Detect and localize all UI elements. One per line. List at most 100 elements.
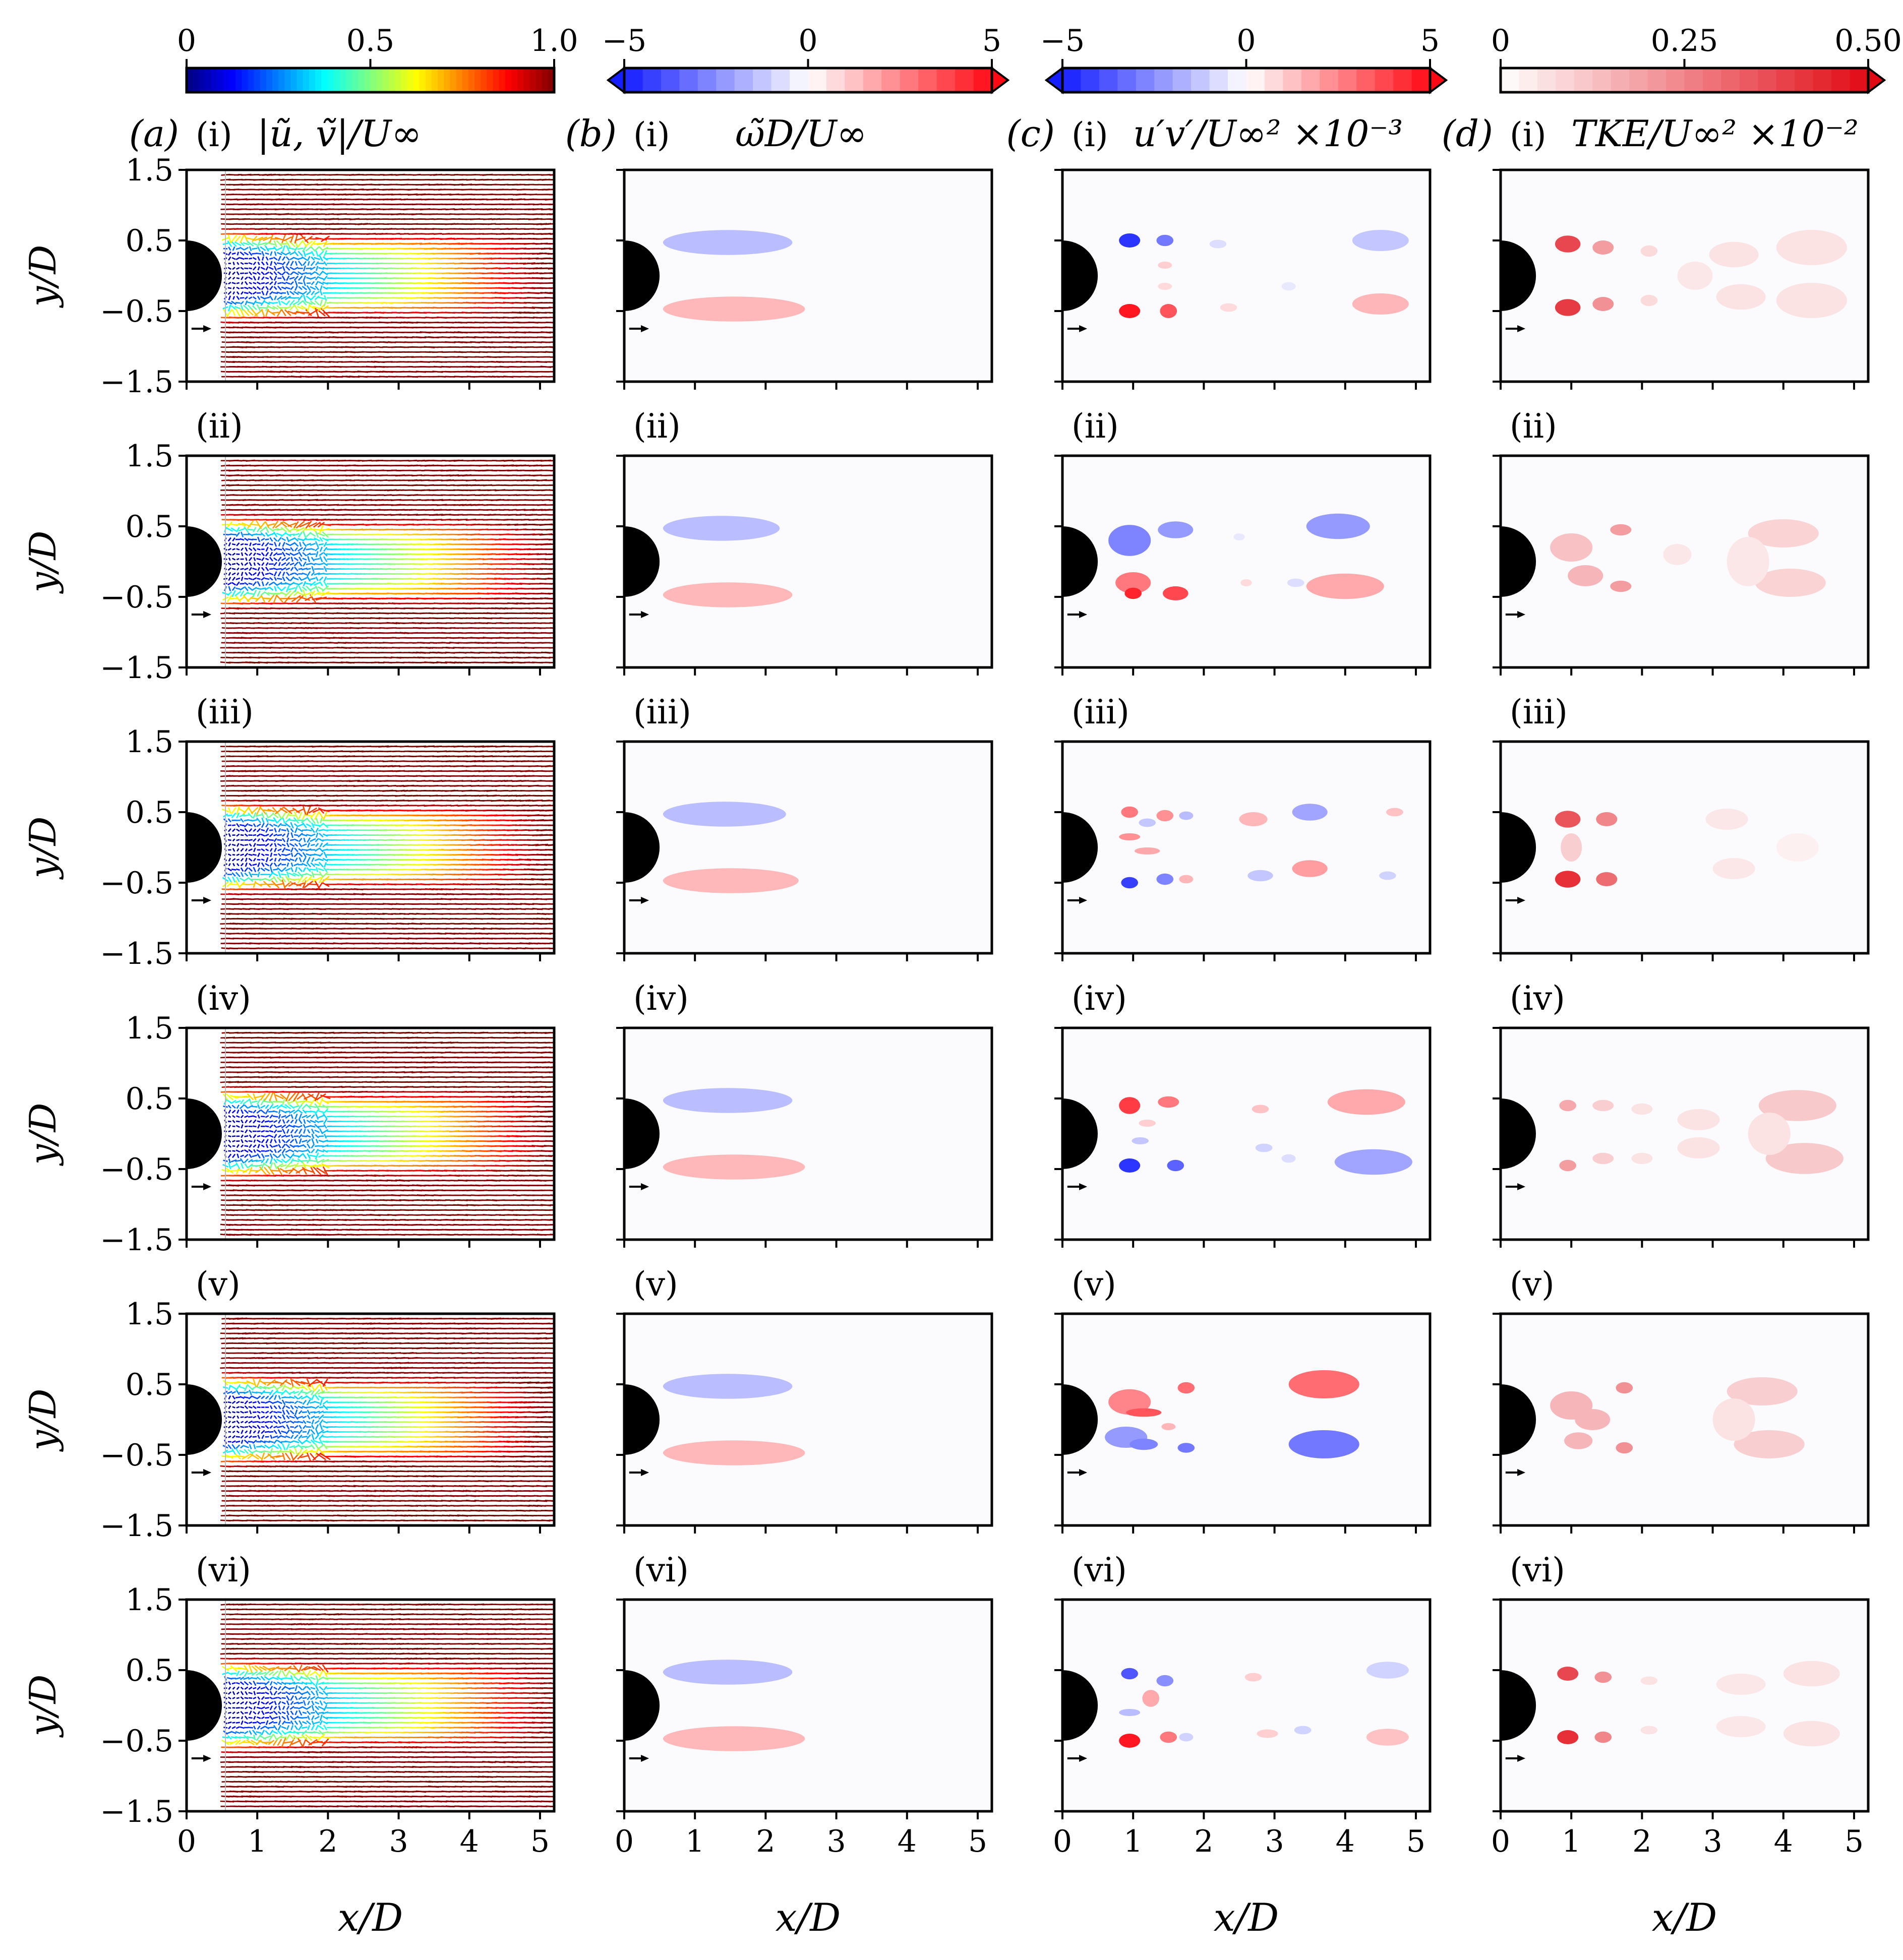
colorbar-tick-label: 0.50 — [1834, 23, 1902, 58]
colorbar-segment — [370, 68, 377, 92]
velocity-vector — [308, 522, 318, 527]
velocity-vector — [235, 587, 241, 590]
velocity-vector — [302, 552, 307, 557]
velocity-vector — [273, 557, 278, 561]
velocity-vector — [261, 271, 265, 275]
velocity-vector — [278, 562, 281, 566]
velocity-vector — [302, 558, 307, 561]
velocity-vector — [249, 542, 252, 546]
velocity-vector — [282, 572, 285, 576]
velocity-vector — [231, 582, 236, 586]
velocity-vector — [244, 247, 249, 251]
velocity-vector — [252, 587, 257, 591]
velocity-vector — [236, 295, 240, 300]
colorbar-segment — [1758, 68, 1777, 92]
velocity-vector — [290, 286, 294, 290]
velocity-vector — [252, 242, 258, 246]
velocity-vector — [309, 526, 317, 533]
velocity-vector — [310, 577, 316, 580]
velocity-vector — [265, 262, 269, 266]
colorbar-segment — [1375, 68, 1394, 92]
velocity-vector — [245, 300, 248, 305]
velocity-vector — [236, 548, 240, 550]
velocity-vector — [306, 252, 312, 256]
velocity-vector — [290, 557, 293, 562]
velocity-vector — [235, 257, 241, 260]
velocity-vector — [297, 291, 304, 295]
velocity-vector — [315, 271, 319, 275]
velocity-vector — [298, 576, 303, 581]
velocity-vector — [549, 194, 554, 196]
velocity-vector — [234, 591, 242, 596]
colorbar-segment — [753, 68, 772, 92]
colorbar-segment — [235, 68, 243, 92]
colorbar-segment — [790, 68, 809, 92]
velocity-vector — [282, 541, 285, 547]
colorbar-tick-label: 5 — [982, 23, 1001, 58]
column-headers: (a) (b) (c) (d) (i) |ũ, ṽ|/U∞ (i) ω̃D/U∞ (i) u′v′… — [129, 112, 1859, 155]
velocity-vector — [310, 295, 316, 301]
velocity-vector — [323, 562, 328, 566]
colorbar-segment — [542, 68, 549, 92]
velocity-vector — [248, 586, 253, 591]
velocity-vector — [273, 581, 278, 586]
velocity-vector — [240, 267, 244, 270]
velocity-vector — [257, 548, 261, 550]
colorbar-segment — [918, 68, 937, 92]
velocity-vector — [231, 586, 236, 591]
velocity-vector — [322, 271, 328, 276]
velocity-vector — [275, 521, 284, 529]
velocity-vector — [273, 568, 278, 571]
velocity-vector — [260, 299, 266, 306]
stress-contour — [1281, 282, 1296, 291]
tke-contour — [1555, 299, 1581, 316]
velocity-vector — [252, 589, 257, 598]
velocity-vector — [284, 252, 291, 256]
velocity-vector — [227, 234, 232, 244]
velocity-vector — [228, 256, 231, 261]
velocity-vector — [254, 236, 264, 241]
velocity-vector — [260, 594, 266, 603]
velocity-vector — [273, 552, 278, 557]
velocity-vector — [549, 292, 554, 294]
velocity-vector — [322, 531, 329, 538]
colorbar-extend-low — [1044, 66, 1063, 94]
velocity-vector — [245, 572, 248, 576]
velocity-vector — [227, 553, 232, 556]
velocity-vector — [549, 238, 554, 240]
colorbar-segment — [345, 68, 352, 92]
velocity-vector — [298, 531, 303, 538]
colorbar-segment — [1721, 68, 1740, 92]
colorbar-segment — [327, 68, 334, 92]
velocity-vector — [299, 596, 310, 601]
velocity-vector — [319, 299, 323, 307]
colorbar-segment — [278, 68, 285, 92]
colorbar-segment — [376, 68, 383, 92]
velocity-vector — [293, 557, 299, 561]
velocity-vector — [228, 281, 231, 285]
velocity-vector — [227, 567, 232, 571]
velocity-vector — [311, 251, 315, 257]
velocity-vector — [265, 256, 269, 261]
velocity-vector — [285, 286, 290, 290]
velocity-vector — [236, 562, 240, 566]
velocity-vector — [269, 295, 273, 301]
velocity-vector — [253, 562, 256, 566]
velocity-vector — [312, 597, 322, 600]
velocity-vector — [268, 301, 274, 304]
velocity-vector — [244, 567, 249, 571]
colorbar-segment — [1209, 68, 1228, 92]
velocity-vector — [306, 543, 311, 546]
colorbar-segment — [1666, 68, 1685, 92]
velocity-vector — [244, 272, 248, 274]
velocity-vector — [310, 286, 316, 290]
velocity-vector — [243, 242, 250, 246]
velocity-vector — [290, 235, 294, 243]
velocity-vector — [277, 557, 282, 562]
colorbar-segment — [642, 68, 662, 92]
velocity-vector — [226, 521, 233, 528]
velocity-vector — [281, 586, 286, 591]
velocity-vector — [281, 547, 286, 552]
velocity-vector — [294, 566, 299, 572]
velocity-vector — [306, 568, 311, 570]
